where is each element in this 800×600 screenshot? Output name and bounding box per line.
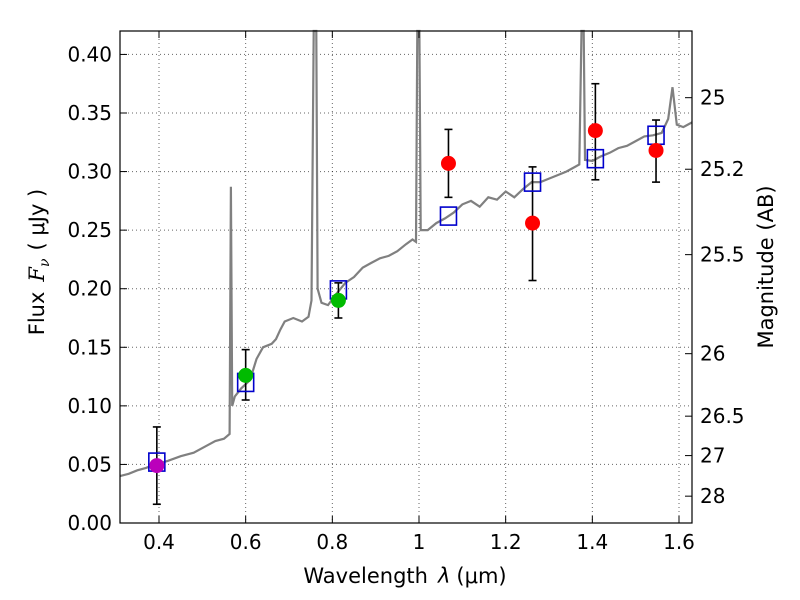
y-tick-label: 0.35	[67, 101, 112, 125]
observed-flux-point	[330, 292, 346, 308]
model-flux-box	[523, 172, 542, 192]
x-axis-ticks: 0.4 0.6 0.8 1 1.2 1.4 1.6	[143, 31, 695, 554]
model-photometry	[148, 125, 665, 472]
y-tick-label: 0.40	[67, 42, 112, 66]
x-tick-label: 1.4	[576, 530, 608, 554]
magnitude-axis-label: Magnitude (AB)	[754, 185, 778, 348]
y-tick-label: 0.20	[67, 277, 112, 301]
spectrum-line	[119, 29, 693, 478]
magnitude-tick-label: 25.5	[700, 243, 745, 267]
observed-photometry	[149, 123, 664, 474]
grid	[120, 31, 692, 523]
observed-flux-point	[525, 215, 541, 231]
observed-flux-point	[238, 367, 254, 383]
magnitude-axis-ticks: 25 25.2 25.5 26 26.5 27 28	[685, 86, 745, 508]
x-axis-label: Wavelength λ (μm)	[303, 564, 506, 588]
y-axis-ticks: 0.00 0.05 0.10 0.15 0.20 0.25 0.30 0.35 0.40	[67, 42, 127, 535]
observed-flux-point	[587, 123, 603, 139]
y-axis-label: FluxFν( μJy )	[25, 189, 53, 335]
y-tick-label: 0.05	[67, 452, 112, 476]
y-tick-label: 0.25	[67, 218, 112, 242]
model-flux-box	[439, 206, 458, 226]
observed-flux-point	[149, 458, 165, 474]
y-tick-label: 0.00	[67, 511, 112, 535]
magnitude-tick-label: 27	[700, 444, 725, 468]
magnitude-tick-label: 25	[700, 86, 725, 110]
magnitude-tick-label: 26.5	[700, 404, 745, 428]
x-tick-label: 0.8	[316, 530, 348, 554]
plot-frame	[119, 30, 693, 524]
y-tick-label: 0.30	[67, 160, 112, 184]
x-tick-label: 0.4	[143, 530, 175, 554]
y-tick-label: 0.15	[67, 335, 112, 359]
observed-flux-point	[440, 155, 456, 171]
magnitude-tick-label: 28	[700, 484, 725, 508]
model-spectrum	[119, 29, 693, 478]
y-tick-label: 0.10	[67, 394, 112, 418]
x-tick-label: 1	[413, 530, 426, 554]
x-tick-label: 0.6	[230, 530, 262, 554]
x-tick-label: 1.2	[490, 530, 522, 554]
magnitude-tick-label: 25.2	[700, 157, 745, 181]
observed-flux-point	[648, 142, 664, 158]
magnitude-tick-label: 26	[700, 342, 725, 366]
x-tick-label: 1.6	[663, 530, 695, 554]
model-flux-box	[586, 148, 605, 169]
